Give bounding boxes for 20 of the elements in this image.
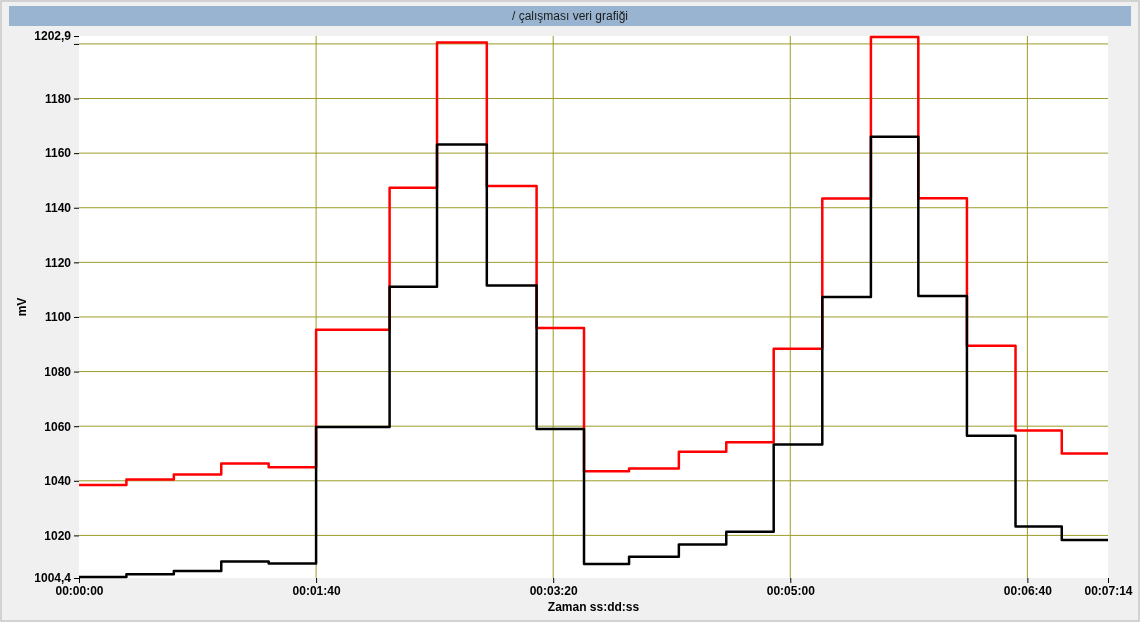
x-tick-label: 00:06:40 — [1003, 583, 1053, 598]
y-tick-label: 1004,4 — [34, 571, 72, 586]
y-tick-label: 1040 — [44, 474, 72, 489]
y-axis-title: mV — [15, 297, 29, 317]
x-tick-label: 00:07:14 — [1084, 583, 1133, 598]
y-tick-label: 1100 — [44, 310, 72, 325]
y-tick-label: 1180 — [44, 91, 72, 106]
chart-title: / çalışması veri grafiği — [511, 9, 629, 23]
x-tick-label: 00:03:20 — [529, 583, 579, 598]
x-tick-label: 00:01:40 — [292, 583, 341, 598]
y-tick-label: 1202,9 — [34, 29, 72, 44]
y-tick-label: 1160 — [44, 146, 72, 161]
y-tick-label: 1060 — [44, 419, 72, 434]
x-tick-label: 00:05:00 — [766, 583, 816, 598]
x-tick-label: 00:00:00 — [55, 583, 104, 598]
y-tick-label: 1120 — [44, 255, 72, 270]
y-tick-label: 1080 — [44, 364, 72, 379]
y-tick-label: 1140 — [44, 201, 72, 216]
y-tick-label: 1020 — [44, 528, 72, 543]
x-axis-title: Zaman ss:dd:ss — [547, 600, 640, 614]
